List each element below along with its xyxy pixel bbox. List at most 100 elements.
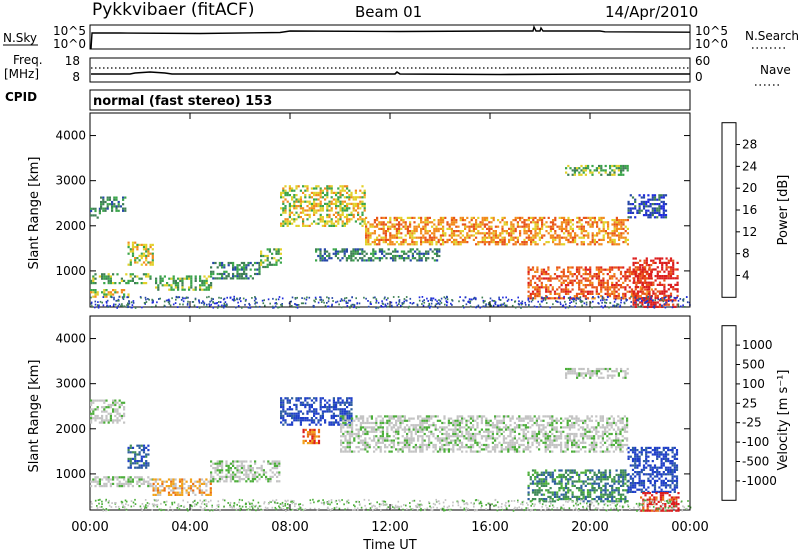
- velocity-echo-cell: [346, 406, 349, 409]
- power-echo-cell: [641, 275, 644, 278]
- velocity-echo-cell: [432, 421, 435, 425]
- power-echo-cell: [602, 234, 605, 237]
- power-echo-cell: [256, 268, 259, 271]
- power-echo-cell: [291, 222, 294, 225]
- power-echo-cell: [585, 216, 588, 219]
- power-echo-cell: [532, 238, 535, 241]
- power-echo-cell: [319, 250, 322, 253]
- velocity-echo-cell: [465, 419, 468, 422]
- power-echo-cell: [598, 167, 601, 170]
- power-echo-cell: [190, 282, 193, 285]
- power-echo-cell: [461, 219, 464, 222]
- velocity-echo-cell: [145, 460, 148, 463]
- power-echo-cell: [403, 250, 406, 253]
- power-echo-cell: [317, 205, 320, 208]
- velocity-echo-cell: [236, 464, 239, 467]
- power-echo-cell: [387, 221, 390, 224]
- power-echo-cell: [361, 211, 364, 214]
- velocity-echo-cell: [408, 446, 411, 449]
- power-echo-cell: [247, 277, 250, 280]
- velocity-echo-cell: [96, 417, 99, 420]
- power-echo-cell: [365, 227, 368, 230]
- power-echo-cell: [527, 225, 530, 228]
- power-speckle-cell: [381, 300, 383, 303]
- velocity-echo-cell: [234, 460, 237, 463]
- power-echo-cell: [575, 266, 579, 269]
- power-echo-cell: [472, 216, 475, 219]
- power-echo-cell: [352, 202, 355, 205]
- power-echo-cell: [232, 261, 235, 265]
- velocity-echo-cell: [152, 482, 155, 485]
- power-echo-cell: [530, 216, 533, 219]
- power-echo-cell: [501, 232, 504, 235]
- power-speckle-cell: [619, 304, 622, 307]
- power-echo-cell: [395, 219, 398, 222]
- power-echo-cell: [611, 284, 614, 287]
- power-echo-cell: [313, 209, 316, 212]
- power-echo-cell: [114, 282, 117, 285]
- power-echo-cell: [663, 270, 666, 273]
- power-echo-cell: [363, 202, 366, 205]
- power-echo-cell: [475, 223, 478, 226]
- power-echo-cell: [409, 216, 412, 219]
- power-echo-cell: [580, 290, 583, 293]
- power-echo-cell: [363, 222, 366, 225]
- power-echo-cell: [477, 241, 480, 244]
- power-speckle-cell: [677, 299, 680, 302]
- velocity-echo-cell: [384, 450, 387, 453]
- velocity-echo-cell: [96, 406, 99, 409]
- power-echo-cell: [541, 219, 544, 222]
- power-echo-cell: [529, 295, 532, 298]
- power-speckle-cell: [386, 302, 389, 305]
- velocity-echo-cell: [343, 408, 346, 411]
- power-echo-cell: [319, 200, 322, 203]
- power-echo-cell: [624, 275, 627, 278]
- power-echo-cell: [481, 236, 484, 239]
- velocity-echo-cell: [432, 432, 435, 436]
- velocity-echo-cell: [428, 426, 431, 429]
- power-speckle-cell: [581, 304, 583, 307]
- power-echo-cell: [643, 261, 646, 264]
- power-echo-cell: [613, 273, 616, 276]
- power-speckle-cell: [498, 296, 500, 299]
- power-echo-cell: [361, 218, 364, 221]
- power-echo-cell: [346, 187, 349, 190]
- velocity-echo-cell: [388, 417, 391, 420]
- power-echo-cell: [628, 290, 631, 293]
- power-echo-cell: [103, 273, 106, 276]
- power-echo-cell: [593, 238, 596, 241]
- power-echo-cell: [398, 221, 401, 224]
- velocity-echo-cell: [123, 401, 126, 404]
- velocity-echo-cell: [120, 476, 123, 479]
- velocity-echo-cell: [337, 414, 340, 417]
- power-speckle-cell: [601, 295, 604, 298]
- power-echo-cell: [136, 243, 139, 246]
- velocity-echo-cell: [269, 478, 272, 481]
- velocity-echo-cell: [348, 417, 351, 420]
- power-echo-cell: [567, 238, 570, 241]
- power-echo-cell: [551, 288, 554, 291]
- power-speckle-cell: [94, 300, 97, 303]
- power-echo-cell: [562, 290, 565, 293]
- velocity-echo-cell: [178, 491, 182, 494]
- velocity-echo-cell: [107, 421, 110, 424]
- power-echo-cell: [530, 238, 533, 241]
- velocity-echo-cell: [348, 426, 351, 429]
- velocity-echo-cell: [324, 421, 327, 424]
- power-echo-cell: [545, 286, 548, 289]
- power-echo-cell: [490, 232, 493, 235]
- power-echo-cell: [155, 286, 158, 289]
- velocity-echo-cell: [454, 443, 457, 447]
- velocity-echo-cell: [291, 397, 294, 400]
- velocity-echo-cell: [123, 412, 126, 415]
- power-echo-cell: [134, 275, 137, 278]
- power-echo-cell: [394, 259, 397, 262]
- power-echo-cell: [650, 270, 653, 273]
- velocity-echo-cell: [348, 414, 351, 417]
- power-echo-cell: [622, 281, 625, 284]
- velocity-echo-cell: [439, 448, 442, 451]
- power-speckle-cell: [643, 298, 646, 300]
- power-echo-cell: [420, 232, 423, 235]
- power-echo-cell: [652, 268, 655, 271]
- velocity-echo-cell: [441, 446, 444, 449]
